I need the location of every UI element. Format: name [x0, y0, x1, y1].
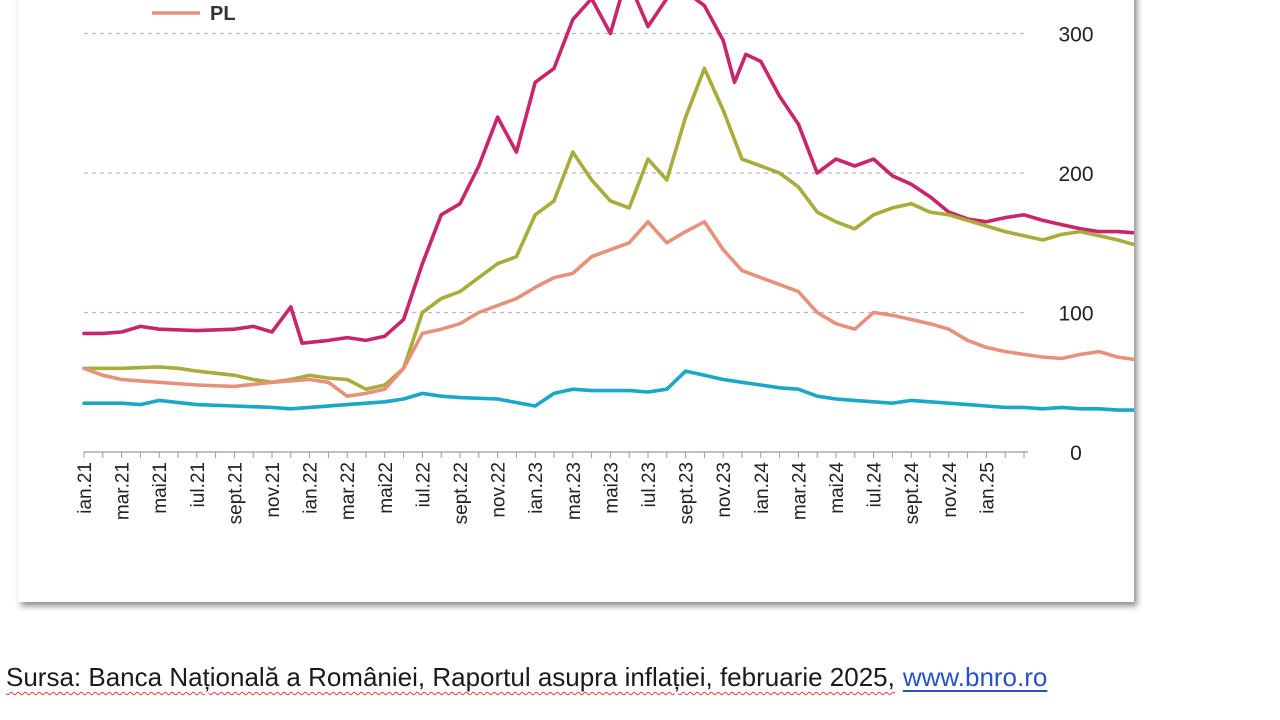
x-tick-label: mai21 [150, 462, 171, 514]
y-tick-label: 100 [1058, 303, 1093, 326]
y-tick-labels: 0 100 200 300 [1058, 24, 1093, 466]
x-tick-labels: ian.21 mar.21 mai21 iul.21 sept.21 nov.21 ian.… [75, 462, 998, 525]
legend-label: PL [210, 3, 236, 25]
source-caption: Sursa: Banca Națională a României, Rapor… [6, 662, 1047, 693]
x-tick-label: mar.21 [113, 462, 134, 520]
x-axis [83, 451, 1028, 458]
x-tick-label: iul.21 [188, 462, 209, 507]
series-line-pl [82, 220, 1134, 399]
x-tick-label: sept.24 [902, 462, 923, 525]
chart-card: 0 100 200 300 ian.21 mar.21 mai21 iul.21 sept.2… [18, 0, 1134, 602]
series-line-magenta [82, 0, 1134, 346]
x-tick-label: mar.24 [789, 462, 810, 521]
x-tick-label: sept.22 [451, 462, 472, 524]
x-tick-label: mai22 [376, 462, 397, 514]
grid-lines [84, 32, 1028, 314]
x-tick-label: nov.22 [489, 462, 510, 518]
x-tick-label: mar.22 [338, 462, 359, 520]
x-tick-label: sept.21 [225, 462, 246, 524]
x-tick-label: nov.21 [263, 462, 284, 518]
x-tick-label: mar.23 [564, 462, 585, 520]
x-tick-label: iul.24 [865, 462, 886, 508]
x-tick-label: ian.24 [752, 462, 773, 514]
source-link[interactable]: www.bnro.ro [902, 662, 1048, 692]
x-tick-label: ian.22 [301, 462, 322, 514]
x-tick-label: ian.25 [977, 462, 998, 514]
y-tick-label: 300 [1058, 24, 1093, 47]
x-tick-label: mai23 [601, 462, 622, 514]
x-tick-label: ian.21 [75, 462, 96, 514]
series-lines [82, 0, 1134, 412]
y-tick-label: 200 [1058, 163, 1093, 186]
legend: PL [152, 3, 236, 25]
x-tick-label: nov.23 [714, 462, 735, 518]
x-tick-label: ian.23 [526, 462, 547, 514]
x-tick-label: sept.23 [677, 462, 698, 524]
x-tick-label: mai24 [827, 462, 848, 514]
x-tick-label: nov.24 [940, 462, 961, 518]
x-tick-label: iul.22 [413, 462, 434, 507]
series-line-olive [82, 66, 1134, 392]
series-line-cyan [82, 369, 1134, 412]
y-tick-label: 0 [1070, 442, 1082, 465]
line-chart: 0 100 200 300 ian.21 mar.21 mai21 iul.21 sept.2… [75, 0, 1134, 525]
x-tick-label: iul.23 [639, 462, 660, 507]
source-text: Sursa: Banca Națională a României, Rapor… [6, 662, 895, 692]
